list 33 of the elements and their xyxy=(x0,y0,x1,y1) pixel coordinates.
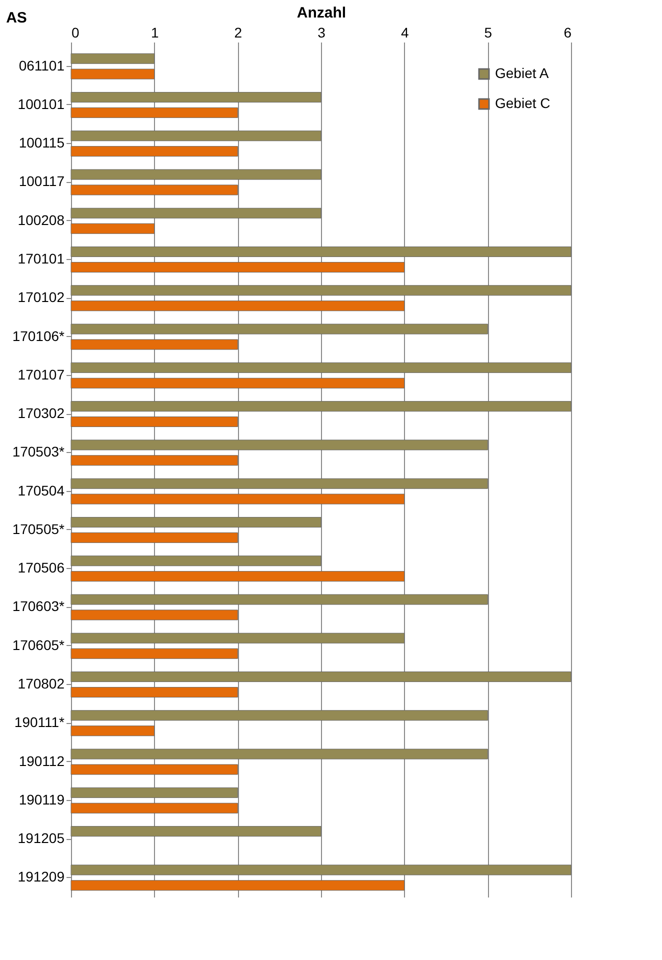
y-tick-label: 170802 xyxy=(18,676,65,692)
x-tick-label: 3 xyxy=(318,24,326,40)
y-tick-label: 170603* xyxy=(12,598,66,614)
y-tick-label: 100115 xyxy=(18,134,65,151)
x-tick-label: 0 xyxy=(72,24,80,40)
y-axis-title: AS xyxy=(6,10,27,26)
x-tick-label: 2 xyxy=(234,24,242,40)
legend-label: Gebiet A xyxy=(495,65,550,81)
x-axis-title: Anzahl xyxy=(296,4,346,22)
x-tick-label: 5 xyxy=(484,24,492,40)
y-tick-label: 191205 xyxy=(18,830,65,846)
y-tick-label: 100117 xyxy=(18,173,65,190)
y-tick-label: 100208 xyxy=(18,212,65,228)
y-tick-label: 170503* xyxy=(12,444,66,460)
y-tick-label: 190111* xyxy=(14,714,66,730)
y-tick-label: 170107 xyxy=(18,366,65,382)
y-tick-label: 100101 xyxy=(18,96,65,112)
y-tick-label: 190119 xyxy=(18,791,65,808)
legend-label: Gebiet C xyxy=(495,95,550,111)
y-tick-label: 170504 xyxy=(18,482,65,498)
y-tick-label: 170506 xyxy=(18,560,65,576)
y-tick-label: 191209 xyxy=(18,868,65,885)
y-tick-label: 170505* xyxy=(12,520,66,537)
y-tick-label: 170605* xyxy=(12,636,66,653)
x-tick-label: 4 xyxy=(400,24,409,40)
y-tick-label: 190112 xyxy=(18,752,65,769)
y-tick-label: 170102 xyxy=(18,289,65,306)
x-tick-label: 6 xyxy=(564,24,572,40)
y-tick-label: 170302 xyxy=(18,405,65,422)
x-tick-label: 1 xyxy=(150,24,159,40)
y-tick-label: 170106* xyxy=(12,328,66,344)
y-tick-label: 170101 xyxy=(18,250,65,266)
y-tick-label: 061101 xyxy=(18,57,65,74)
